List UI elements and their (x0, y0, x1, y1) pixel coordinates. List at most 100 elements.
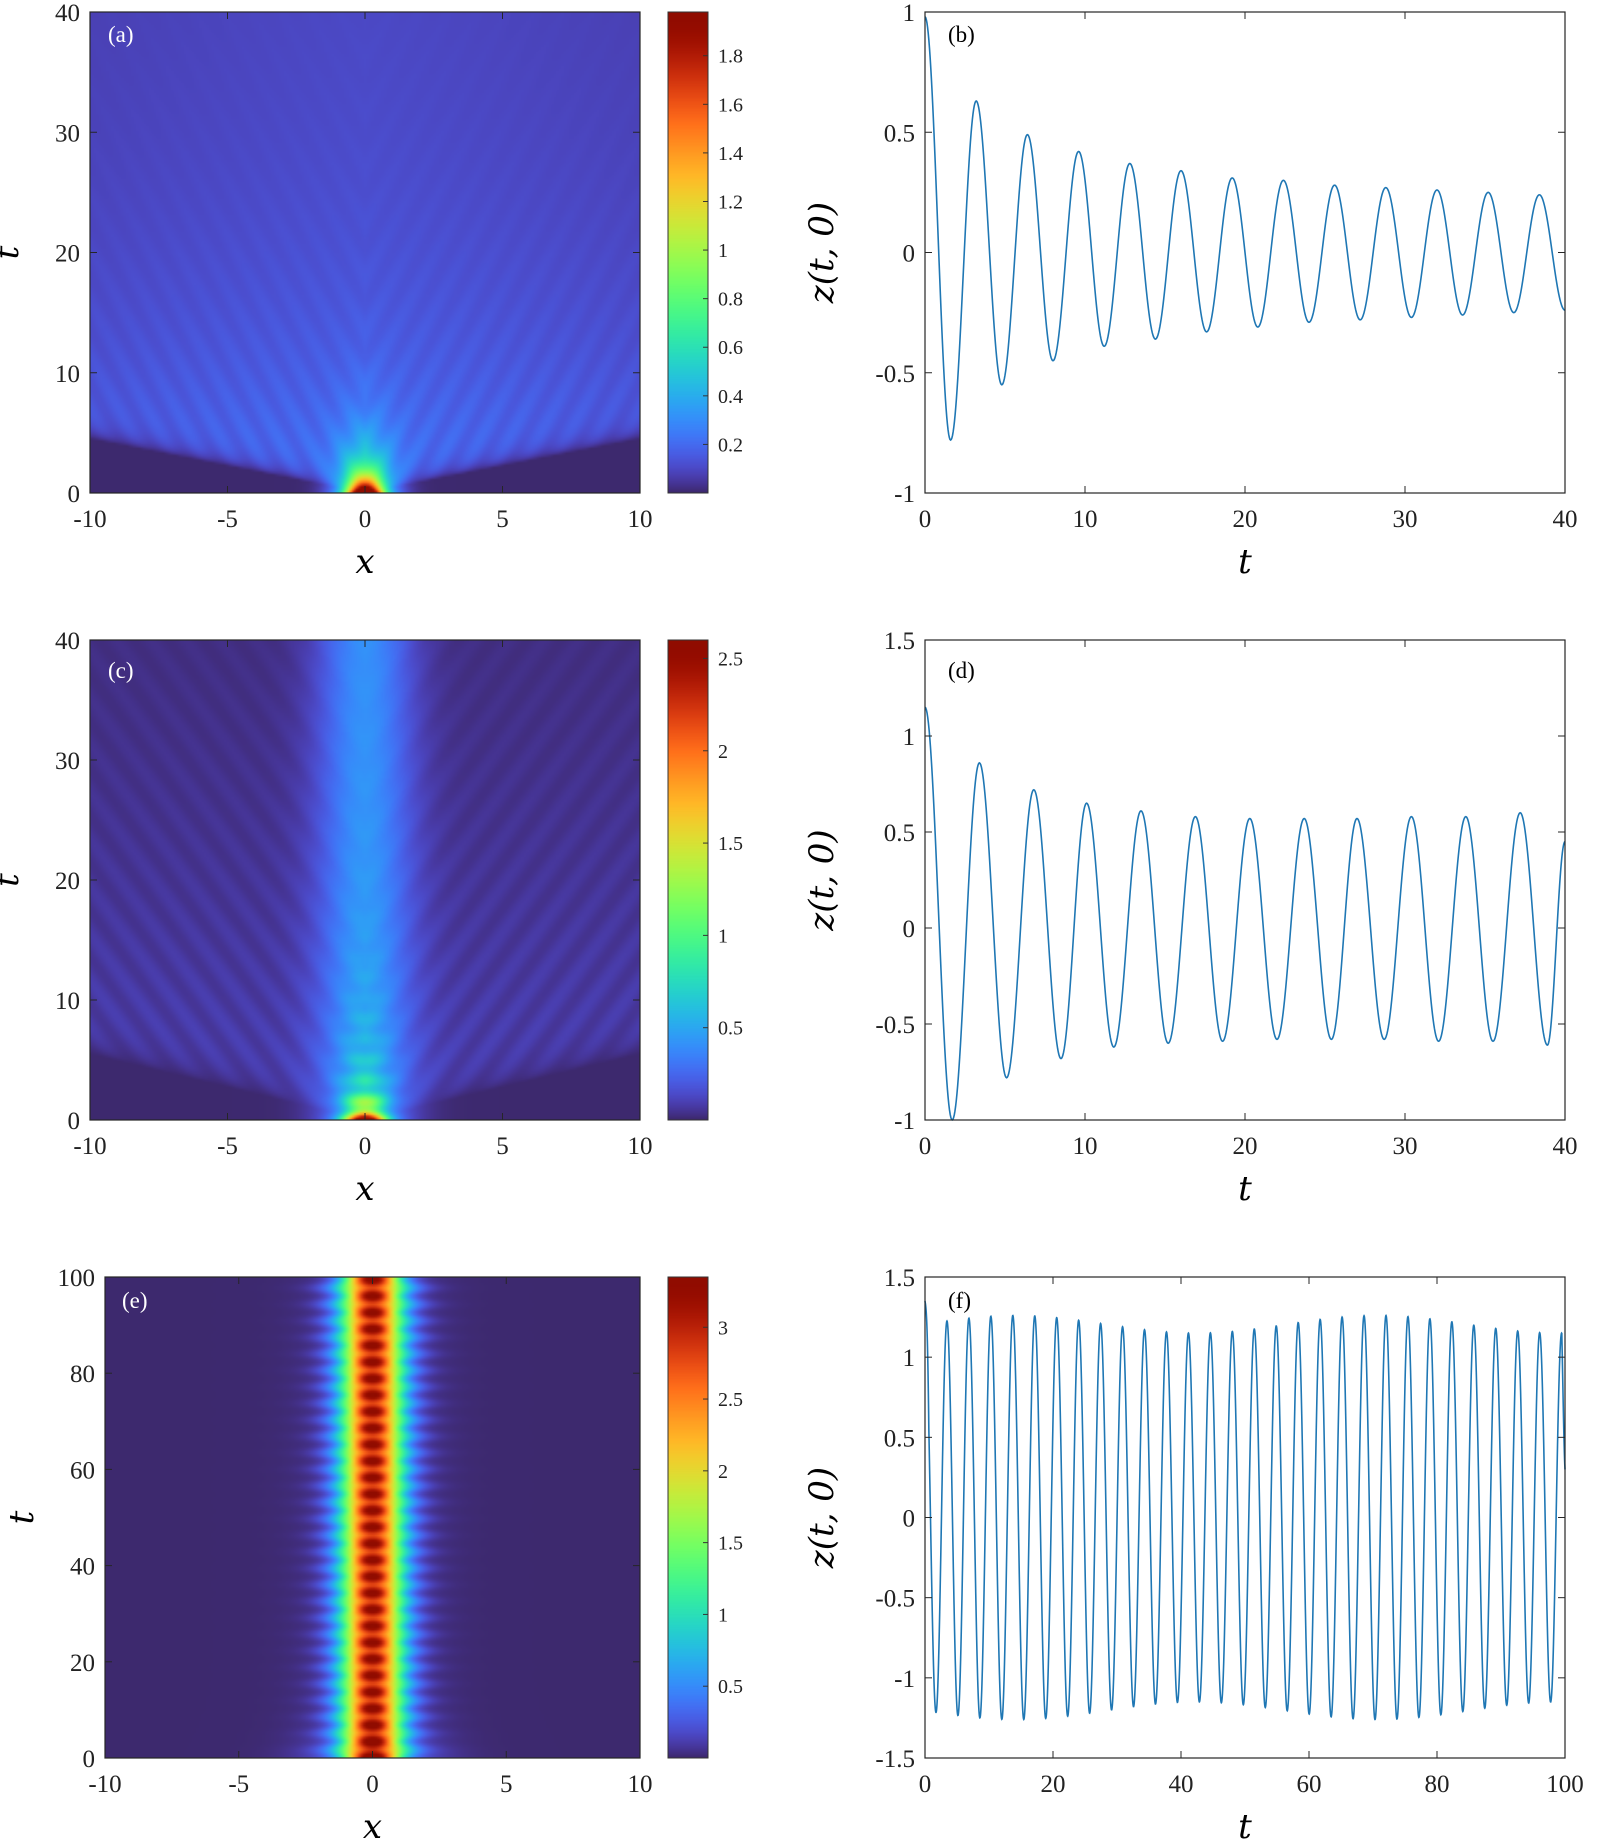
colorbar-frame (667, 1276, 709, 1759)
colorbar-tick-label: 2.5 (718, 648, 743, 670)
colorbar-tick-label: 0.5 (718, 1018, 743, 1040)
y-tick-label: 0 (68, 1108, 81, 1135)
x-tick-label: 5 (496, 1133, 509, 1160)
colorbar-tick-label: 1 (718, 240, 728, 262)
colorbar-tick-label: 3 (718, 1317, 728, 1339)
x-tick-label: 80 (1425, 1771, 1450, 1798)
x-tick-label: 5 (496, 506, 509, 533)
colorbar (668, 640, 708, 1120)
y-tick-label: 0.5 (884, 1425, 915, 1452)
y-tick-label: -1 (894, 1108, 915, 1135)
x-tick-label: 10 (1073, 1133, 1098, 1160)
colorbar-tick-label: 1 (718, 925, 728, 947)
x-tick-label: 10 (1073, 506, 1098, 533)
x-axis-label: x (363, 1807, 382, 1847)
heatmap-image (90, 12, 640, 493)
x-tick-label: 40 (1553, 506, 1578, 533)
colorbar-tick-label: 1.8 (718, 46, 743, 68)
x-tick-label: 60 (1297, 1771, 1322, 1798)
y-tick-label: 1 (903, 1345, 916, 1372)
colorbar-tick-label: 1.2 (718, 191, 743, 213)
y-tick-label: 40 (55, 0, 80, 27)
y-tick-label: 0 (83, 1746, 96, 1773)
y-axis-label: z(t, 0) (802, 202, 842, 304)
y-tick-label: -1.5 (875, 1746, 915, 1773)
y-tick-label: 40 (55, 628, 80, 655)
series-line (924, 706, 1566, 1122)
x-axis-label: t (1238, 542, 1252, 582)
y-tick-label: 0.5 (884, 120, 915, 147)
x-axis-label: x (355, 542, 374, 582)
x-tick-label: -5 (228, 1771, 249, 1798)
colorbar-tick-label: 2 (718, 1461, 728, 1483)
panel-tag: (f) (948, 1288, 971, 1313)
y-tick-label: 1.5 (884, 628, 915, 655)
y-tick-label: 20 (55, 241, 80, 268)
colorbar-tick-label: 0.6 (718, 337, 743, 359)
panel-c: 0.5 1 1.5 2 2.5 -10 -5 0 5 10 0 10 20 30 40 x t (c) (0, 628, 743, 1209)
y-tick-label: -1 (894, 1666, 915, 1693)
colorbar-tick-label: 0.4 (718, 386, 743, 408)
heatmap-image (90, 640, 640, 1120)
panel-f: 0 20 40 60 80 100 -1.5 -1 -0.5 0 0.5 1 1.5 t z(t, 0) (f… (802, 1265, 1584, 1847)
colorbar (668, 12, 708, 493)
panel-tag: (b) (948, 22, 975, 47)
colorbar-tick-label: 0.5 (718, 1676, 743, 1698)
series-line (924, 1300, 1566, 1722)
x-axis-label: x (355, 1169, 374, 1209)
x-tick-label: 0 (359, 506, 372, 533)
colorbar-tick-label: 1.6 (718, 94, 743, 116)
y-tick-label: 40 (70, 1554, 95, 1581)
x-tick-label: 20 (1041, 1771, 1066, 1798)
y-tick-label: 0 (68, 481, 81, 508)
x-tick-label: -10 (73, 506, 106, 533)
colorbar-tick-label: 1.4 (718, 143, 743, 165)
x-tick-label: -10 (73, 1133, 106, 1160)
panel-tag: (a) (108, 22, 134, 47)
y-axis-label: t (2, 1510, 42, 1524)
x-tick-label: 5 (500, 1771, 513, 1798)
x-tick-label: -5 (217, 1133, 238, 1160)
y-tick-label: 60 (70, 1457, 95, 1484)
x-tick-label: 30 (1393, 506, 1418, 533)
y-tick-label: 1 (903, 0, 916, 27)
panel-tag: (c) (108, 658, 134, 683)
plot-background (925, 640, 1565, 1120)
x-tick-label: 20 (1233, 1133, 1258, 1160)
panel-tag: (d) (948, 658, 975, 683)
x-tick-label: -5 (217, 506, 238, 533)
y-tick-label: 30 (55, 748, 80, 775)
y-axis-label: t (0, 873, 27, 887)
colorbar-tick-label: 2 (718, 741, 728, 763)
y-tick-label: 30 (55, 120, 80, 147)
y-tick-label: 1 (903, 724, 916, 751)
y-tick-label: 20 (55, 868, 80, 895)
x-tick-label: 0 (366, 1771, 379, 1798)
series-line (924, 16, 1566, 442)
y-tick-label: 0.5 (884, 820, 915, 847)
y-tick-label: 100 (58, 1265, 96, 1292)
y-axis-label: t (0, 245, 27, 259)
colorbar-tick-label: 2.5 (718, 1389, 743, 1411)
y-tick-label: 20 (70, 1650, 95, 1677)
colorbar-tick-label: 1.5 (718, 1533, 743, 1555)
y-axis-label: z(t, 0) (802, 829, 842, 931)
x-tick-label: -10 (88, 1771, 121, 1798)
y-tick-label: 10 (55, 988, 80, 1015)
x-tick-label: 10 (628, 1771, 653, 1798)
y-tick-label: 1.5 (884, 1265, 915, 1292)
colorbar-tick-label: 1.5 (718, 833, 743, 855)
panel-b: 0 10 20 30 40 -1 -0.5 0 0.5 1 t z(t, 0) (b) (802, 0, 1578, 582)
x-tick-label: 30 (1393, 1133, 1418, 1160)
colorbar-tick-label: 1 (718, 1604, 728, 1626)
colorbar-frame (667, 11, 709, 494)
y-tick-label: -0.5 (875, 1586, 915, 1613)
y-axis-label: z(t, 0) (802, 1467, 842, 1569)
x-tick-label: 0 (919, 1133, 932, 1160)
y-tick-label: 10 (55, 361, 80, 388)
x-tick-label: 40 (1169, 1771, 1194, 1798)
y-tick-label: -0.5 (875, 361, 915, 388)
y-tick-label: -0.5 (875, 1012, 915, 1039)
